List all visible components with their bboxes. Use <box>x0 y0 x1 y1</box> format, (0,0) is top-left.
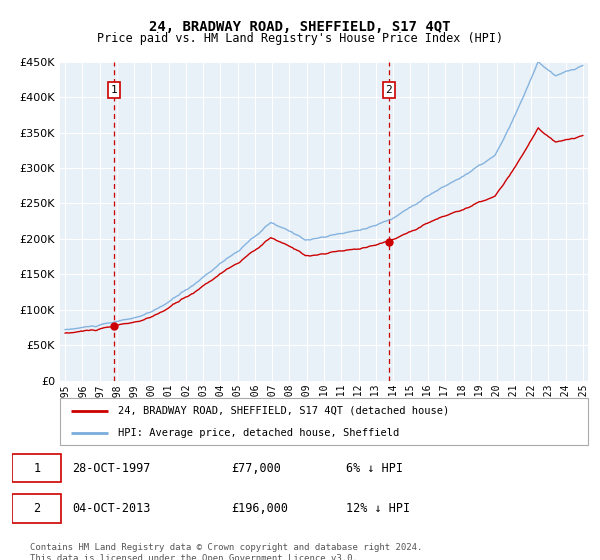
Text: £77,000: £77,000 <box>231 461 281 475</box>
Text: 12% ↓ HPI: 12% ↓ HPI <box>346 502 410 515</box>
Text: Contains HM Land Registry data © Crown copyright and database right 2024.
This d: Contains HM Land Registry data © Crown c… <box>30 543 422 560</box>
Text: 04-OCT-2013: 04-OCT-2013 <box>73 502 151 515</box>
Text: Price paid vs. HM Land Registry's House Price Index (HPI): Price paid vs. HM Land Registry's House … <box>97 32 503 45</box>
Text: 28-OCT-1997: 28-OCT-1997 <box>73 461 151 475</box>
Text: 1: 1 <box>110 85 118 95</box>
Text: 1: 1 <box>33 461 40 475</box>
FancyBboxPatch shape <box>12 494 61 523</box>
Text: 2: 2 <box>385 85 392 95</box>
Text: 24, BRADWAY ROAD, SHEFFIELD, S17 4QT (detached house): 24, BRADWAY ROAD, SHEFFIELD, S17 4QT (de… <box>118 406 449 416</box>
Text: 24, BRADWAY ROAD, SHEFFIELD, S17 4QT: 24, BRADWAY ROAD, SHEFFIELD, S17 4QT <box>149 20 451 34</box>
Text: 2: 2 <box>33 502 40 515</box>
FancyBboxPatch shape <box>60 398 588 445</box>
FancyBboxPatch shape <box>12 454 61 482</box>
Text: 6% ↓ HPI: 6% ↓ HPI <box>346 461 403 475</box>
Text: £196,000: £196,000 <box>231 502 288 515</box>
Text: HPI: Average price, detached house, Sheffield: HPI: Average price, detached house, Shef… <box>118 428 400 438</box>
